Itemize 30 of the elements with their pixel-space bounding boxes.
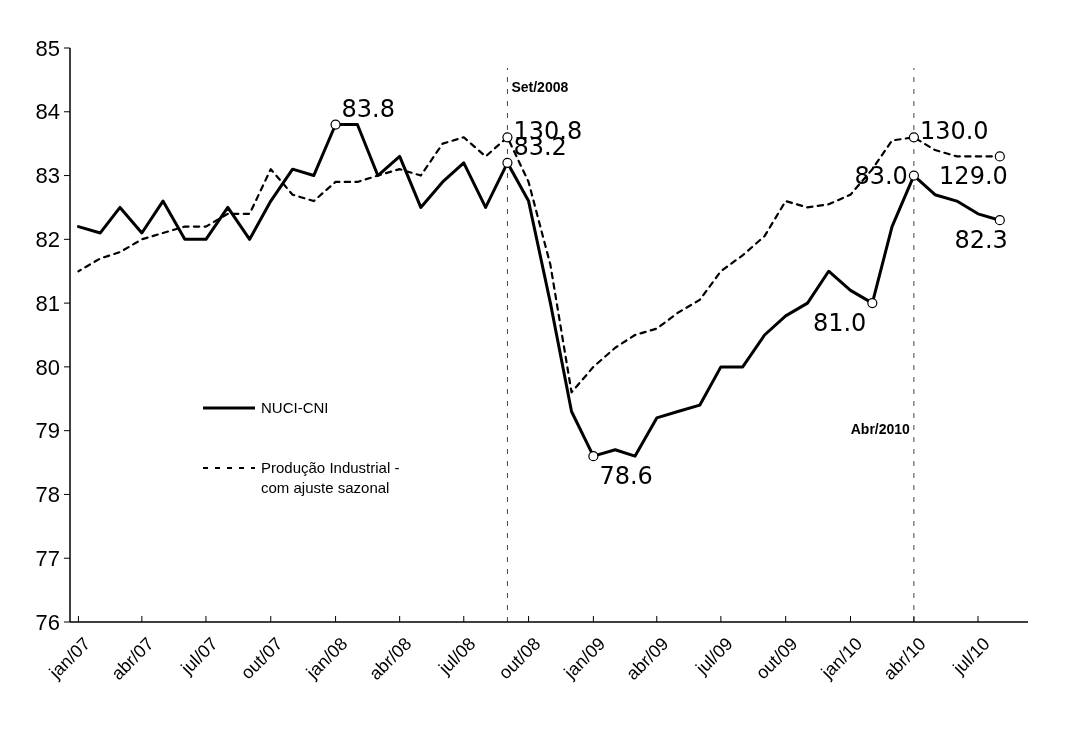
data-label: 78.6 [599, 462, 653, 491]
y-tick-label: 83 [35, 163, 60, 189]
y-tick-label: 81 [35, 290, 60, 316]
point [330, 119, 341, 130]
y-tick-label: 78 [35, 482, 60, 508]
y-tick-label: 77 [35, 545, 60, 571]
data-label: 83.0 [854, 161, 908, 190]
annotation: 130.0 [919, 117, 989, 146]
ref-line-label: Set/2008 [511, 79, 569, 95]
y-tick-label: 80 [35, 354, 60, 380]
point [994, 151, 1005, 162]
ref-line-label: Abr/2010 [850, 420, 911, 437]
point [994, 215, 1005, 226]
point [908, 170, 919, 181]
data-label: 81.0 [812, 309, 867, 338]
annotation: 129.0 [939, 162, 1008, 191]
point [908, 132, 919, 143]
y-tick-label: 82 [35, 227, 60, 253]
data-label: 82.3 [954, 226, 1008, 255]
point [502, 132, 513, 143]
point [502, 157, 513, 168]
data-label: 83.8 [341, 94, 395, 123]
y-tick-label: 84 [35, 99, 60, 125]
y-tick-label: 76 [35, 609, 60, 635]
point [867, 298, 878, 309]
y-tick-label: 85 [35, 35, 60, 61]
legend-label: NUCI-CNI [261, 399, 329, 417]
point [588, 451, 599, 462]
y-tick-label: 79 [35, 418, 60, 444]
legend-label: Produção Industrial - com ajuste sazonal [261, 459, 400, 496]
